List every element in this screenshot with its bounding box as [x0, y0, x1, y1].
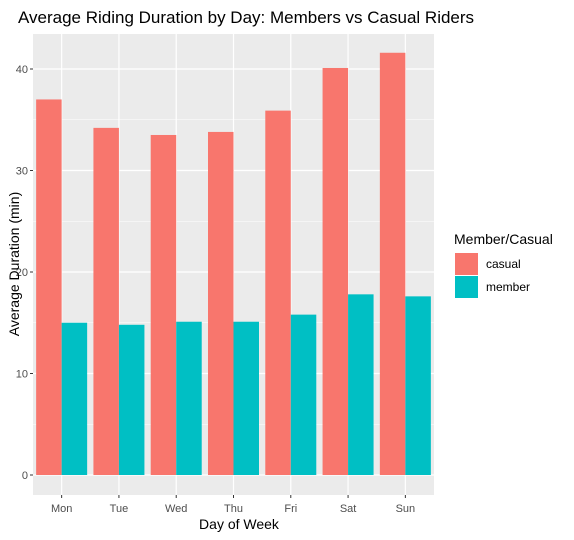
- x-axis: Mon Tue Wed Thu Fri Sat Sun: [51, 495, 415, 515]
- y-axis: 0 10 20 30 40: [16, 64, 33, 482]
- bar-casual-sat: [322, 67, 349, 476]
- x-tick-label: Tue: [110, 503, 129, 515]
- bar-casual-wed: [150, 134, 177, 475]
- bar-member-sun: [405, 296, 431, 475]
- x-tick-label: Sun: [396, 503, 416, 515]
- y-tick-label: 10: [16, 369, 28, 381]
- bar-casual-sun: [379, 52, 406, 475]
- y-tick-label: 0: [22, 470, 28, 482]
- legend-label-casual: casual: [486, 257, 521, 271]
- x-tick-label: Fri: [284, 503, 297, 515]
- legend-title: Member/Casual: [454, 231, 553, 247]
- legend-label-member: member: [486, 280, 530, 294]
- y-tick-label: 20: [16, 267, 28, 279]
- x-tick-label: Wed: [165, 503, 187, 515]
- bar-member-thu: [233, 321, 259, 475]
- x-tick-label: Thu: [224, 503, 243, 515]
- legend: Member/Casual casual member: [454, 231, 553, 298]
- x-axis-title: Day of Week: [199, 516, 280, 532]
- bar-casual-tue: [93, 127, 119, 476]
- bar-member-wed: [176, 321, 202, 475]
- bar-casual-fri: [265, 110, 291, 476]
- x-tick-label: Mon: [51, 503, 72, 515]
- y-tick-label: 40: [16, 64, 28, 76]
- bars: [36, 52, 431, 476]
- chart-title: Average Riding Duration by Day: Members …: [18, 8, 474, 27]
- bar-member-tue: [118, 324, 145, 475]
- legend-key-member: [455, 276, 478, 298]
- bar-casual-thu: [208, 131, 234, 475]
- y-tick-label: 30: [16, 166, 28, 178]
- bar-member-mon: [61, 322, 88, 475]
- legend-key-casual: [455, 253, 478, 275]
- y-axis-title: Average Duration (min): [6, 192, 22, 336]
- x-tick-label: Sat: [340, 503, 357, 515]
- bar-casual-mon: [36, 99, 62, 475]
- bar-member-sat: [348, 294, 374, 475]
- bar-member-fri: [290, 314, 317, 475]
